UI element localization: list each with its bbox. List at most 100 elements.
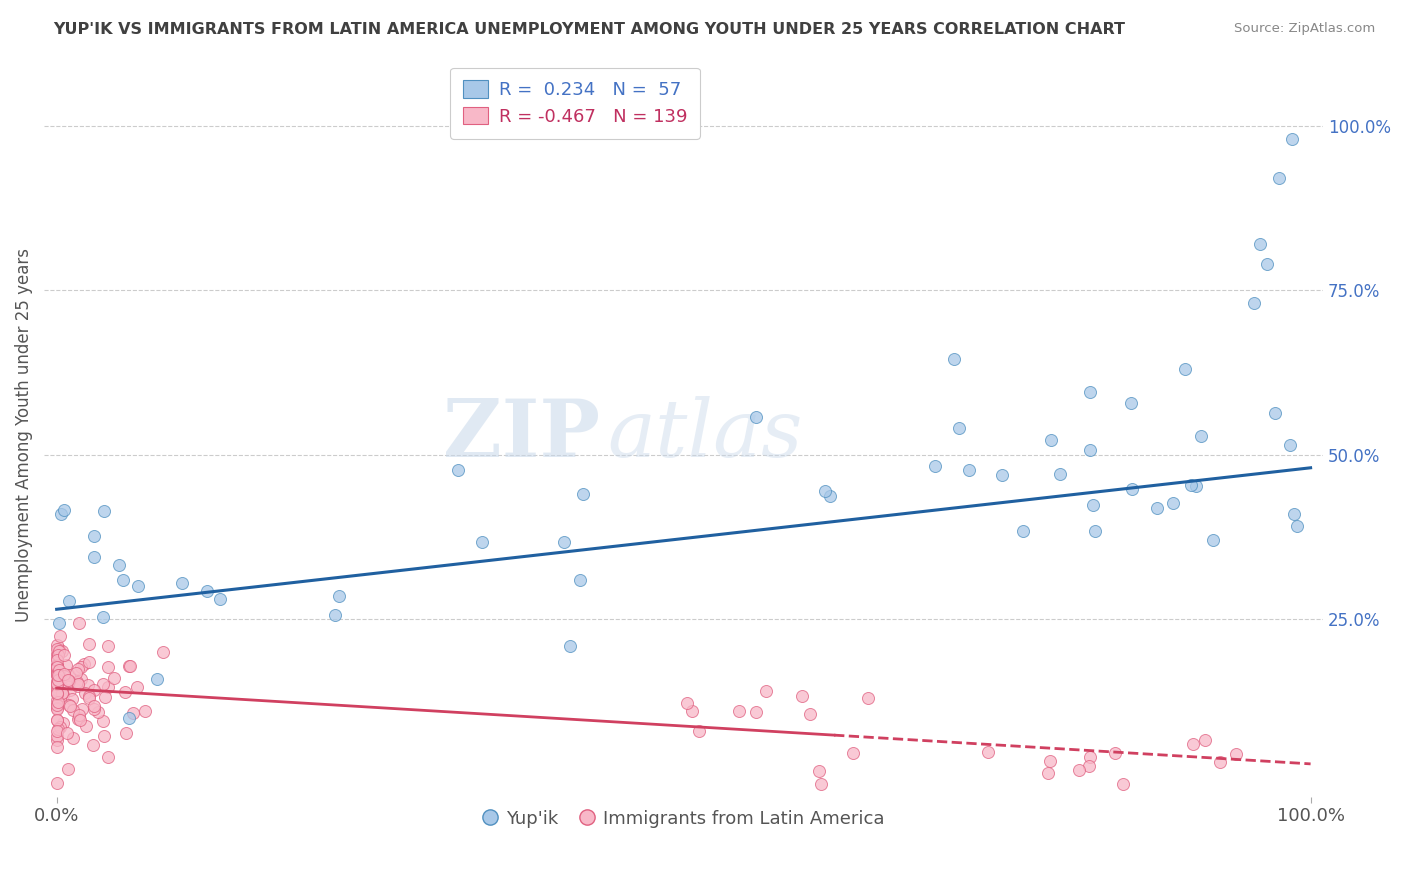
Point — [46, 668, 69, 682]
Point — [67, 662, 90, 676]
Point — [1189, 428, 1212, 442]
Point — [51, 644, 73, 658]
Point — [45, 667, 67, 681]
Point — [991, 468, 1014, 483]
Point — [82, 739, 104, 753]
Point — [323, 608, 346, 623]
Point — [51, 681, 73, 695]
Point — [1174, 362, 1197, 376]
Point — [62, 703, 84, 717]
Point — [45, 697, 67, 711]
Point — [195, 583, 218, 598]
Point — [45, 677, 67, 691]
Point — [118, 659, 141, 673]
Point — [52, 667, 75, 681]
Point — [572, 487, 595, 501]
Point — [1225, 747, 1247, 761]
Point — [46, 677, 69, 691]
Point — [1182, 737, 1205, 751]
Point — [1077, 759, 1099, 773]
Point — [56, 726, 79, 740]
Point — [1194, 733, 1216, 747]
Point — [93, 503, 115, 517]
Point — [66, 712, 89, 726]
Point — [65, 665, 87, 680]
Point — [146, 672, 169, 686]
Text: YUP'IK VS IMMIGRANTS FROM LATIN AMERICA UNEMPLOYMENT AMONG YOUTH UNDER 25 YEARS : YUP'IK VS IMMIGRANTS FROM LATIN AMERICA … — [53, 22, 1125, 37]
Point — [46, 647, 69, 661]
Point — [51, 686, 73, 700]
Point — [67, 708, 90, 723]
Point — [77, 637, 100, 651]
Point — [1243, 296, 1265, 310]
Point — [97, 660, 120, 674]
Point — [568, 574, 591, 588]
Point — [1049, 467, 1071, 482]
Point — [1036, 765, 1059, 780]
Point — [46, 695, 69, 709]
Point — [52, 502, 75, 516]
Point — [52, 648, 75, 662]
Point — [1146, 500, 1168, 515]
Point — [103, 671, 125, 685]
Point — [115, 726, 138, 740]
Point — [808, 764, 831, 779]
Y-axis label: Unemployment Among Youth under 25 years: Unemployment Among Youth under 25 years — [15, 248, 32, 622]
Point — [924, 459, 946, 474]
Point — [553, 534, 575, 549]
Point — [1180, 478, 1202, 492]
Point — [447, 463, 470, 477]
Point — [45, 639, 67, 653]
Point — [48, 668, 70, 682]
Point — [83, 549, 105, 564]
Point — [814, 483, 837, 498]
Point — [1119, 395, 1142, 409]
Point — [1067, 763, 1090, 777]
Point — [170, 576, 193, 591]
Point — [97, 680, 120, 694]
Point — [1078, 750, 1101, 764]
Point — [45, 660, 67, 674]
Point — [1161, 496, 1184, 510]
Point — [45, 653, 67, 667]
Point — [1264, 406, 1286, 420]
Point — [688, 724, 710, 739]
Point — [46, 732, 69, 747]
Point — [46, 729, 69, 743]
Text: atlas: atlas — [607, 396, 803, 474]
Legend: Yup'ik, Immigrants from Latin America: Yup'ik, Immigrants from Latin America — [475, 803, 891, 835]
Point — [676, 696, 699, 710]
Point — [58, 673, 80, 687]
Point — [728, 704, 751, 718]
Point — [69, 672, 91, 686]
Point — [45, 668, 67, 682]
Point — [1281, 132, 1303, 146]
Point — [77, 678, 100, 692]
Point — [87, 705, 110, 719]
Point — [1278, 438, 1301, 452]
Point — [1202, 533, 1225, 547]
Point — [48, 615, 70, 630]
Point — [59, 683, 82, 698]
Point — [45, 659, 67, 673]
Point — [1185, 478, 1208, 492]
Point — [45, 660, 67, 674]
Point — [46, 674, 69, 689]
Point — [75, 719, 97, 733]
Point — [45, 713, 67, 727]
Point — [790, 689, 813, 703]
Point — [152, 645, 174, 659]
Point — [45, 641, 67, 656]
Point — [328, 590, 350, 604]
Point — [1039, 433, 1062, 447]
Point — [55, 658, 77, 673]
Point — [66, 676, 89, 690]
Point — [59, 698, 82, 713]
Point — [48, 643, 70, 657]
Text: ZIP: ZIP — [443, 396, 600, 474]
Point — [46, 723, 69, 737]
Point — [70, 702, 93, 716]
Point — [111, 573, 134, 587]
Point — [46, 665, 69, 679]
Point — [977, 745, 1000, 759]
